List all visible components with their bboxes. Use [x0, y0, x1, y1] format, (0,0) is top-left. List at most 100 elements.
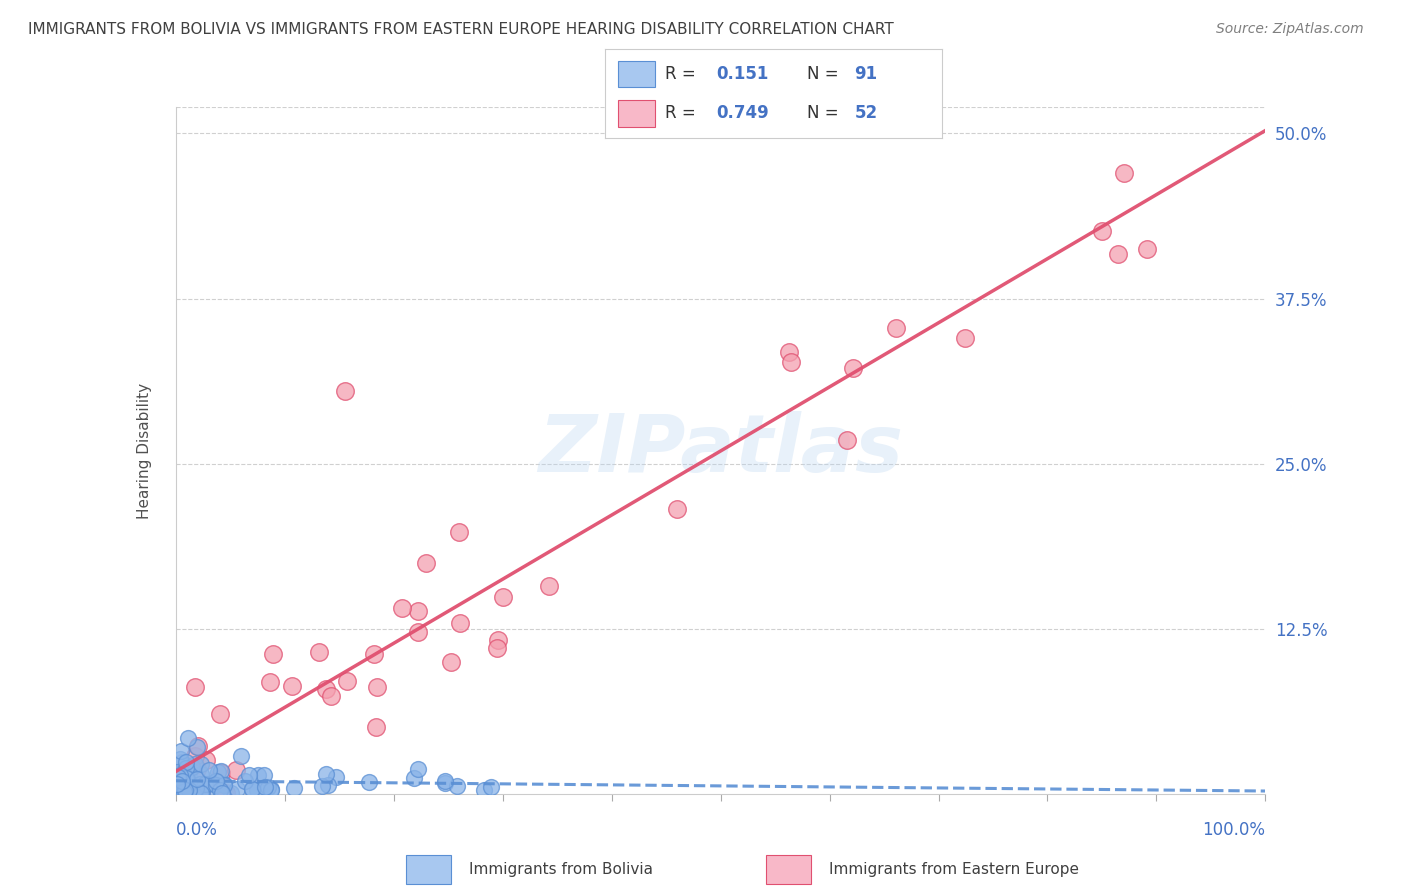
Point — [187, 739, 209, 753]
Point — [316, 778, 339, 792]
Text: 91: 91 — [855, 65, 877, 83]
Point — [174, 768, 197, 782]
Point — [166, 781, 188, 796]
Point — [208, 706, 231, 721]
Point — [186, 772, 208, 786]
Point — [174, 782, 197, 797]
Point — [778, 345, 800, 359]
Point — [183, 785, 205, 799]
Point — [884, 321, 907, 335]
Point — [170, 786, 193, 800]
Point — [169, 768, 191, 782]
Point — [449, 615, 471, 630]
Point — [190, 767, 212, 781]
Point — [169, 778, 191, 792]
Point — [190, 784, 212, 798]
Point — [173, 783, 195, 797]
Point — [177, 786, 200, 800]
Point — [226, 782, 249, 797]
Point — [186, 739, 208, 754]
Point — [190, 786, 212, 800]
Point — [209, 764, 232, 779]
Text: R =: R = — [665, 65, 702, 83]
Point — [262, 647, 284, 661]
Point — [205, 773, 228, 788]
Point — [180, 786, 202, 800]
Point — [207, 765, 229, 780]
Point — [260, 783, 283, 797]
Point — [169, 777, 191, 791]
Point — [170, 784, 193, 798]
Point — [167, 770, 190, 784]
Point — [166, 785, 188, 799]
Point — [195, 777, 218, 791]
Point — [479, 780, 502, 794]
Point — [177, 731, 200, 745]
Point — [311, 779, 333, 793]
Point — [281, 679, 304, 693]
Bar — [619, 100, 655, 127]
Point — [169, 783, 191, 797]
Point — [184, 783, 207, 797]
Point — [842, 360, 865, 375]
Point — [1107, 247, 1129, 261]
Point — [170, 783, 193, 797]
Point — [214, 777, 236, 791]
Point — [359, 775, 381, 789]
Point — [233, 774, 256, 789]
Point — [170, 743, 193, 757]
Point — [1112, 166, 1135, 180]
Point — [402, 772, 425, 786]
Point — [169, 752, 191, 766]
Point — [238, 768, 260, 782]
Point — [188, 777, 211, 791]
Point — [198, 763, 221, 777]
Point — [666, 502, 689, 516]
Point — [446, 779, 468, 793]
Point — [190, 786, 212, 800]
Point — [225, 763, 247, 777]
Point — [246, 783, 269, 797]
Text: IMMIGRANTS FROM BOLIVIA VS IMMIGRANTS FROM EASTERN EUROPE HEARING DISABILITY COR: IMMIGRANTS FROM BOLIVIA VS IMMIGRANTS FR… — [28, 22, 894, 37]
Point — [538, 579, 561, 593]
Point — [253, 768, 276, 782]
Text: 100.0%: 100.0% — [1202, 822, 1265, 839]
Point — [173, 785, 195, 799]
Point — [415, 556, 437, 570]
Point — [1091, 224, 1114, 238]
Point — [953, 331, 976, 345]
Point — [333, 384, 356, 398]
Point — [256, 780, 278, 794]
Point — [174, 761, 197, 775]
Point — [212, 778, 235, 792]
Point — [231, 749, 253, 764]
Point — [177, 773, 200, 788]
Point — [240, 782, 263, 797]
Point — [366, 681, 388, 695]
Text: 0.749: 0.749 — [716, 104, 769, 122]
Text: Source: ZipAtlas.com: Source: ZipAtlas.com — [1216, 22, 1364, 37]
Point — [180, 780, 202, 794]
Point — [177, 771, 200, 785]
Point — [174, 780, 197, 795]
Point — [170, 780, 193, 794]
Point — [246, 768, 269, 782]
Point — [219, 786, 242, 800]
Text: Immigrants from Eastern Europe: Immigrants from Eastern Europe — [830, 863, 1078, 877]
Point — [181, 760, 204, 774]
Point — [166, 777, 188, 791]
Point — [211, 786, 233, 800]
Point — [176, 756, 198, 770]
Point — [208, 783, 231, 797]
Point — [406, 604, 429, 618]
Point — [166, 782, 188, 797]
Point — [166, 765, 188, 780]
Point — [179, 783, 201, 797]
Point — [167, 768, 190, 782]
Point — [198, 786, 221, 800]
Point — [780, 355, 803, 369]
Point — [166, 780, 188, 794]
Point — [472, 782, 495, 797]
Point — [391, 601, 413, 615]
Point — [485, 640, 508, 655]
